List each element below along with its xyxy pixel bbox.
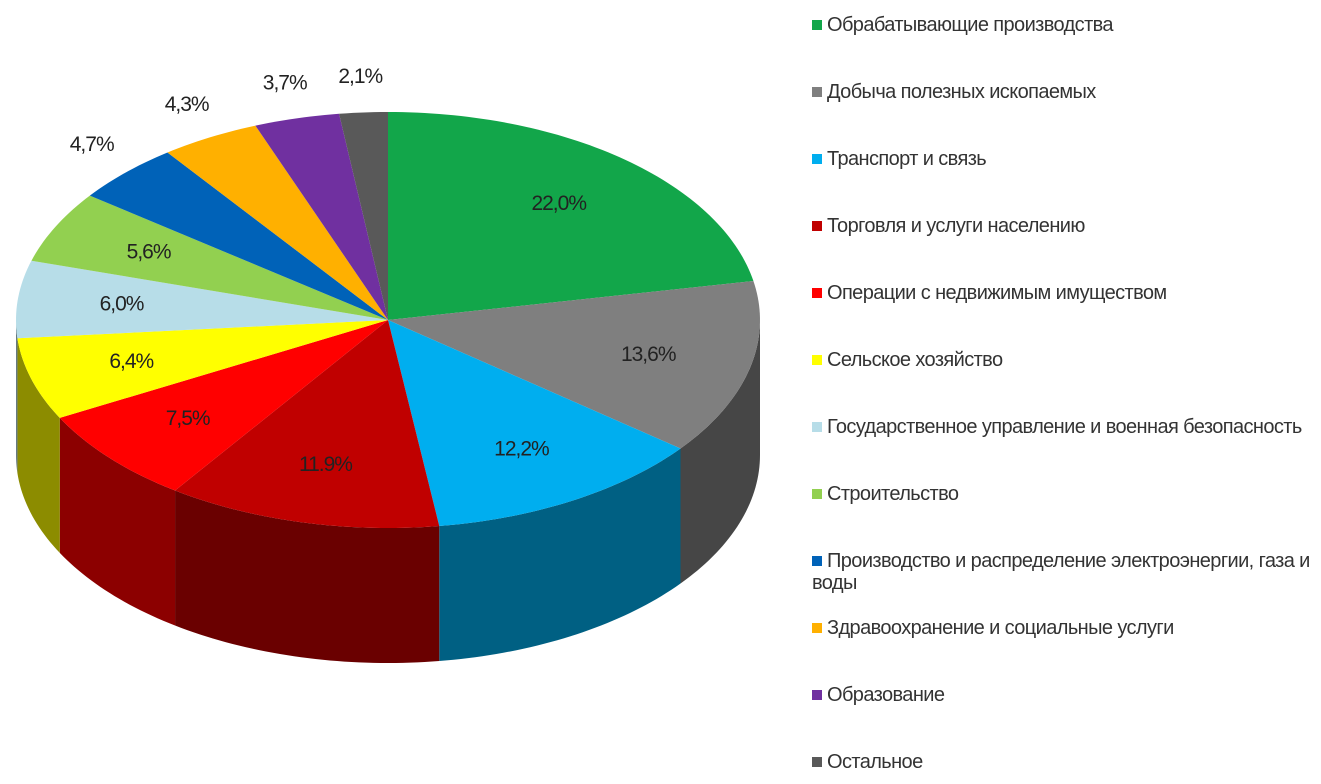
legend-label: Здравоохранение и социальные услуги	[827, 617, 1174, 639]
pie-slice	[31, 195, 388, 320]
pie-slice	[59, 320, 389, 491]
pie-side	[59, 417, 176, 626]
pie-side	[439, 448, 681, 662]
pie-slice	[16, 260, 388, 339]
legend-label: Строительство	[827, 483, 959, 505]
legend-item: Производство и распределение электроэнер…	[812, 550, 1312, 594]
legend-label: Торговля и услуги населению	[827, 215, 1085, 237]
legend-swatch	[812, 623, 822, 633]
legend-swatch	[812, 422, 822, 432]
data-label: 3,7%	[263, 72, 307, 95]
legend-label: Обрабатывающие производства	[827, 14, 1114, 36]
legend-swatch	[812, 87, 822, 97]
legend-item: Сельское хозяйство	[812, 349, 1312, 371]
data-label: 5,6%	[127, 240, 171, 263]
legend-label: Операции с недвижимым имуществом	[827, 282, 1167, 304]
legend-item: Государственное управление и военная без…	[812, 416, 1312, 438]
pie-plot: 22,0% 13,6% 12,2% 11.9% 7,5% 6,4% 6,0% 5,6% 4,7%…	[16, 65, 760, 663]
legend-swatch	[812, 20, 822, 30]
data-label: 6,4%	[109, 350, 153, 373]
legend-swatch	[812, 556, 822, 566]
legend-item: Остальное	[812, 751, 1312, 773]
pie-side	[17, 338, 60, 553]
pie-slice	[17, 320, 389, 418]
pie-slice	[167, 125, 388, 320]
pie-slice	[175, 320, 440, 528]
legend-label: Образование	[827, 684, 945, 706]
data-label: 22,0%	[531, 192, 586, 215]
legend-item: Транспорт и связь	[812, 148, 1312, 170]
data-label: 11.9%	[299, 453, 352, 476]
legend-item: Добыча полезных ископаемых	[812, 81, 1312, 103]
legend-swatch	[812, 355, 822, 365]
legend-swatch	[812, 690, 822, 700]
legend-swatch	[812, 154, 822, 164]
pie-side	[16, 320, 18, 474]
data-label: 12,2%	[494, 437, 549, 460]
legend-label: Государственное управление и военная без…	[827, 416, 1302, 438]
legend-swatch	[812, 757, 822, 767]
pie-side	[175, 490, 440, 663]
legend-item: Строительство	[812, 483, 1312, 505]
legend-label: Транспорт и связь	[827, 148, 987, 170]
pie-slice	[388, 320, 681, 527]
pie-slice	[89, 152, 389, 320]
legend-label: Остальное	[827, 751, 923, 773]
legend-item: Обрабатывающие производства	[812, 14, 1312, 36]
pie-side	[680, 320, 760, 584]
legend-item: Образование	[812, 684, 1312, 706]
data-label: 6,0%	[100, 293, 144, 316]
data-label: 2,1%	[338, 65, 382, 88]
pie-slice	[255, 113, 388, 320]
legend-item: Торговля и услуги населению	[812, 215, 1312, 237]
legend-item: Здравоохранение и социальные услуги	[812, 617, 1312, 639]
data-label: 4,3%	[165, 93, 209, 116]
data-label: 7,5%	[166, 407, 210, 430]
legend-swatch	[812, 288, 822, 298]
legend-label: Производство и распределение электроэнер…	[812, 550, 1310, 594]
legend-item: Операции с недвижимым имуществом	[812, 282, 1312, 304]
data-label: 4,7%	[70, 133, 114, 156]
legend-swatch	[812, 221, 822, 231]
legend-label: Добыча полезных ископаемых	[827, 81, 1096, 103]
pie-slice	[388, 112, 754, 320]
pie-slice	[388, 281, 760, 449]
pie-slice	[339, 112, 388, 320]
legend-label: Сельское хозяйство	[827, 349, 1003, 371]
data-label: 13,6%	[621, 343, 676, 366]
legend-swatch	[812, 489, 822, 499]
